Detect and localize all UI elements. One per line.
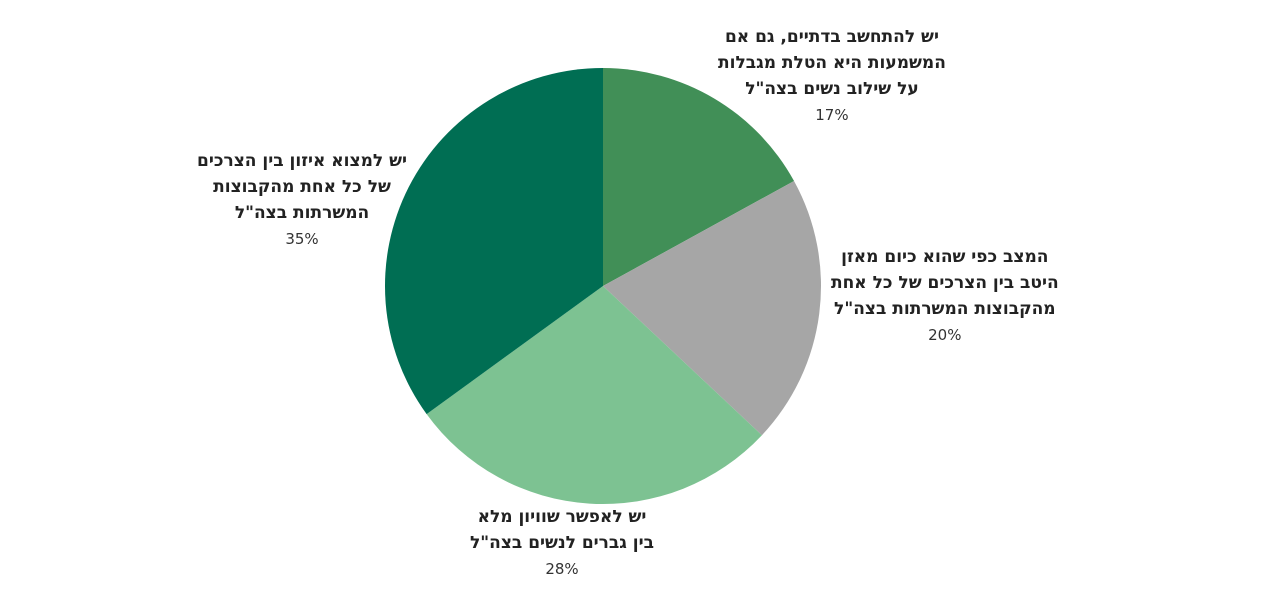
pie-slice-2: [603, 180, 821, 436]
slice-label-1: יש להתחשב בדתיים, גם אם המשמעות היא הטלת …: [718, 24, 946, 128]
slice-label-line: המשמעות היא הטלת מגבלות: [718, 53, 946, 73]
slice-label-line: יש להתחשב בדתיים, גם אם: [724, 27, 939, 47]
slice-percent-label: 28%: [545, 560, 579, 578]
pie-slice-1: [603, 68, 795, 286]
slice-label-2: המצב כפי שהוא כיום מאזן היטב בין הצרכים ש…: [831, 244, 1059, 348]
slice-label-line: המצב כפי שהוא כיום מאזן: [841, 247, 1049, 267]
slice-percent-label: 20%: [928, 326, 962, 344]
slice-label-4: יש למצוא איזון בין הצרכים של כל אחת מהקבו…: [197, 148, 407, 252]
slice-label-line: של כל אחת מהקבוצות: [213, 177, 391, 197]
slice-label-line: על שילוב נשים בצה"ל: [745, 79, 919, 99]
slice-label-line: בין גברים לנשים בצה"ל: [470, 533, 655, 553]
pie-slice-3: [426, 286, 762, 505]
slice-percent-label: 17%: [815, 106, 849, 124]
slice-percent-label: 35%: [285, 230, 319, 248]
slice-label-line: המשרתות בצה"ל: [234, 203, 370, 223]
slice-label-line: יש למצוא איזון בין הצרכים: [197, 151, 408, 171]
pie-slice-4: [384, 67, 603, 415]
slice-label-3: יש לאפשר שוויון מלא בין גברים לנשים בצה"ל…: [470, 504, 654, 582]
slice-label-line: יש לאפשר שוויון מלא: [477, 507, 647, 527]
pie-slices: [384, 67, 821, 505]
slice-label-line: מהקבוצות המשרתות בצה"ל: [834, 299, 1056, 319]
slice-label-line: היטב בין הצרכים של כל אחת: [831, 273, 1059, 293]
